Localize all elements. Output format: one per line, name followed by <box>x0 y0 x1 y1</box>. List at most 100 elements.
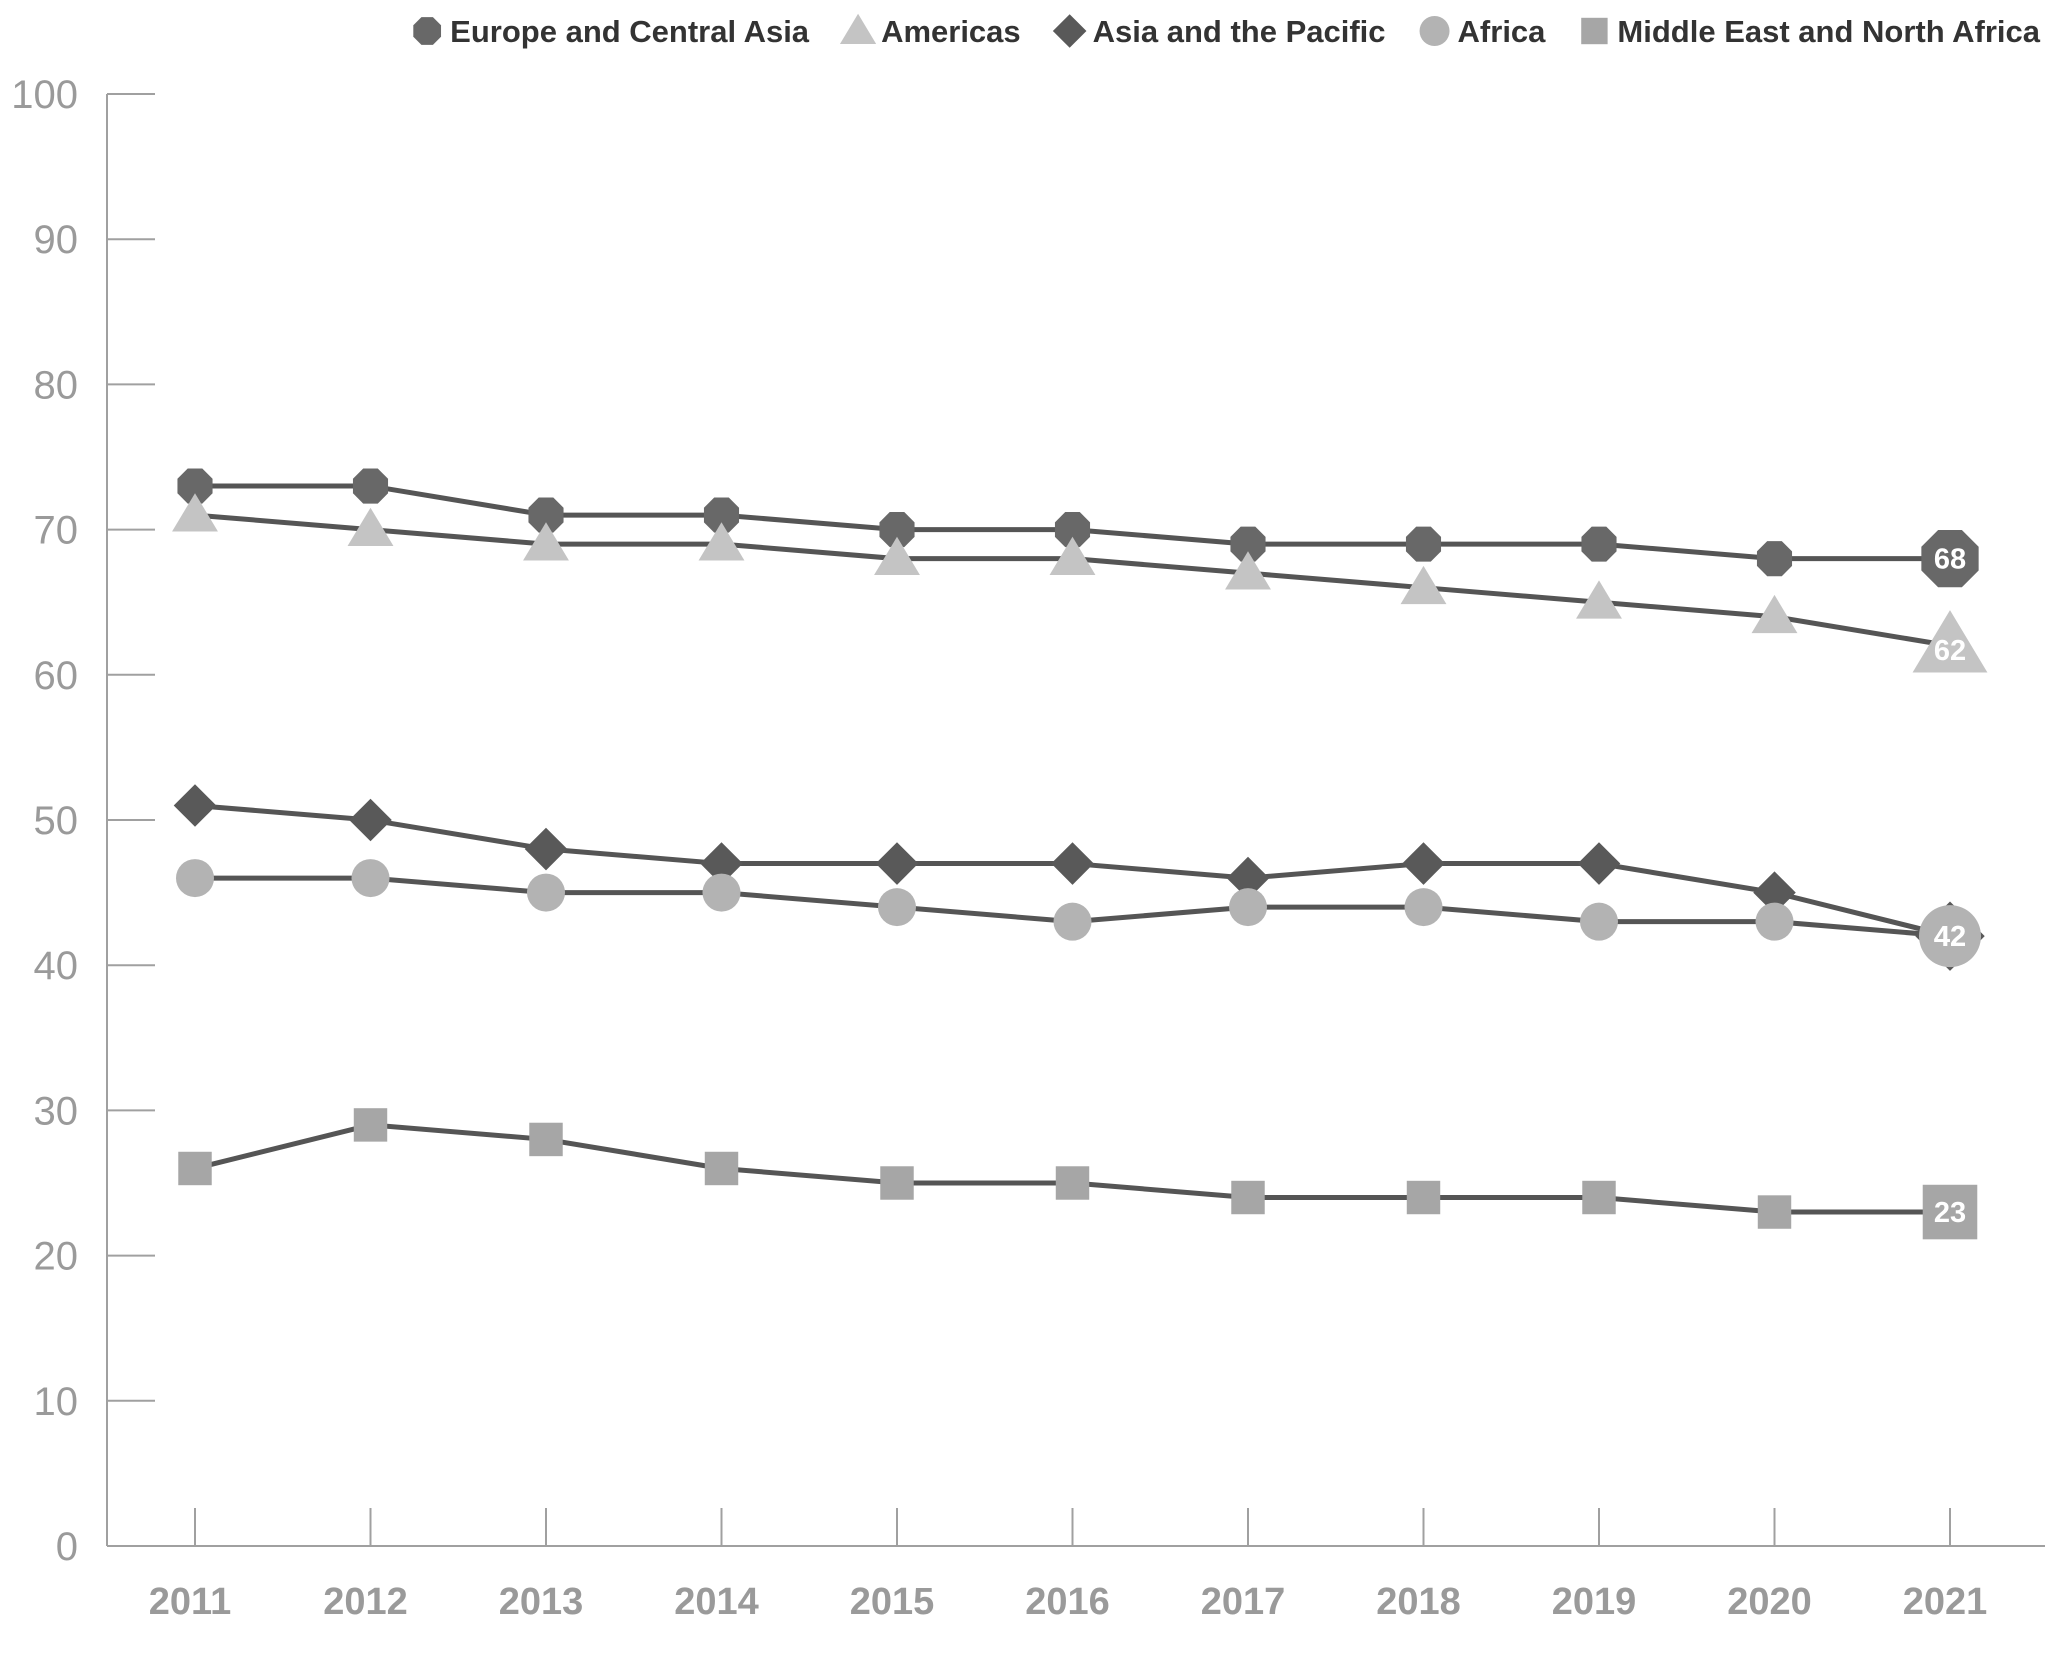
legend-marker-asia-and-the-pacific <box>1052 14 1087 48</box>
y-tick-label: 20 <box>34 1235 79 1279</box>
data-point-europe-and-central-asia <box>1756 541 1793 577</box>
end-marker-americas <box>1912 610 1988 673</box>
data-point-africa <box>1755 902 1794 941</box>
x-tick-label: 2015 <box>850 1581 935 1623</box>
data-point-middle-east-and-north-africa <box>1757 1195 1792 1229</box>
data-point-asia-and-the-pacific <box>173 784 217 827</box>
data-point-africa <box>351 859 390 898</box>
legend-label: Asia and the Pacific <box>1093 14 1386 49</box>
y-tick-label: 80 <box>34 363 79 407</box>
data-point-middle-east-and-north-africa <box>1231 1180 1265 1215</box>
x-tick-label: 2018 <box>1376 1581 1461 1623</box>
data-point-middle-east-and-north-africa <box>353 1108 388 1142</box>
data-point-americas <box>523 522 569 561</box>
data-point-asia-and-the-pacific <box>1051 842 1094 885</box>
data-point-americas <box>1576 580 1622 619</box>
legend-label: Africa <box>1458 14 1547 49</box>
data-point-africa <box>1053 902 1092 941</box>
data-point-africa <box>527 873 565 912</box>
y-tick-label: 30 <box>34 1089 79 1133</box>
end-value-label-africa: 42 <box>1934 921 1966 953</box>
data-point-europe-and-central-asia <box>1405 526 1442 562</box>
data-point-middle-east-and-north-africa <box>178 1151 212 1186</box>
legend-item-asia-and-the-pacific: Asia and the Pacific <box>1052 14 1386 49</box>
y-tick-label: 70 <box>34 509 79 553</box>
x-tick-label: 2017 <box>1201 1581 1286 1623</box>
data-point-middle-east-and-north-africa <box>880 1166 914 1200</box>
legend-item-africa: Africa <box>1419 14 1547 49</box>
end-value-label-middle-east-and-north-africa: 23 <box>1934 1197 1966 1229</box>
data-point-americas <box>1225 551 1271 590</box>
legend-item-europe-and-central-asia: Europe and Central Asia <box>413 14 810 49</box>
data-point-middle-east-and-north-africa <box>1582 1180 1616 1215</box>
y-tick-label: 10 <box>34 1380 79 1424</box>
legend-label: Europe and Central Asia <box>450 14 810 49</box>
y-tick-label: 60 <box>34 654 79 698</box>
y-tick-label: 40 <box>34 944 79 988</box>
series-markers <box>172 468 1988 1240</box>
data-point-europe-and-central-asia <box>1054 512 1091 548</box>
data-point-africa <box>176 859 214 898</box>
end-marker-africa <box>1919 905 1981 968</box>
y-tick-label: 50 <box>34 799 79 843</box>
x-tick-label: 2013 <box>499 1581 584 1623</box>
data-point-africa <box>702 873 741 912</box>
data-point-europe-and-central-asia <box>703 497 740 533</box>
data-point-asia-and-the-pacific <box>1753 871 1796 914</box>
data-point-americas <box>1400 565 1447 605</box>
legend-marker-africa <box>1419 16 1450 46</box>
legend-label: Americas <box>881 14 1021 49</box>
y-tick-label: 0 <box>56 1525 78 1569</box>
data-point-europe-and-central-asia <box>352 468 389 504</box>
y-tick-label: 90 <box>34 218 79 262</box>
y-tick-label: 100 <box>11 73 78 117</box>
data-point-europe-and-central-asia <box>177 468 213 504</box>
data-point-asia-and-the-pacific <box>1577 842 1621 885</box>
x-tick-label: 2019 <box>1552 1581 1637 1623</box>
x-tick-label: 2012 <box>323 1581 408 1623</box>
data-point-africa <box>1404 888 1443 927</box>
legend-marker-americas <box>839 13 877 44</box>
data-point-middle-east-and-north-africa <box>529 1122 563 1157</box>
data-point-asia-and-the-pacific <box>875 842 919 885</box>
data-point-africa <box>878 888 916 927</box>
data-point-americas <box>1049 536 1096 576</box>
data-point-europe-and-central-asia <box>1230 526 1266 562</box>
data-point-americas <box>347 507 394 546</box>
legend-item-middle-east-and-north-africa: Middle East and North Africa <box>1581 14 2041 49</box>
data-point-europe-and-central-asia <box>879 512 915 548</box>
end-marker-middle-east-and-north-africa <box>1922 1184 1978 1240</box>
legend-item-americas: Americas <box>839 13 1021 49</box>
x-tick-label: 2014 <box>674 1581 759 1623</box>
data-point-americas <box>172 493 218 532</box>
x-tick-label: 2016 <box>1025 1581 1110 1623</box>
data-point-middle-east-and-north-africa <box>1406 1180 1441 1215</box>
axes: 0 10 20 30 40 50 60 70 80 90 100 2011 2012 2013 2014 20… <box>11 73 2045 1623</box>
data-point-africa <box>1229 888 1267 927</box>
data-point-americas <box>874 536 920 576</box>
legend-label: Middle East and North Africa <box>1617 14 2040 49</box>
data-point-asia-and-the-pacific <box>524 827 568 871</box>
x-tick-label: 2020 <box>1727 1581 1812 1623</box>
end-value-label-europe-and-central-asia: 68 <box>1934 544 1966 576</box>
data-point-asia-and-the-pacific <box>700 842 743 885</box>
data-point-europe-and-central-asia <box>528 497 564 533</box>
data-point-americas <box>1751 594 1798 634</box>
legend-marker-europe-and-central-asia <box>413 17 442 45</box>
data-point-europe-and-central-asia <box>1581 526 1617 562</box>
data-point-asia-and-the-pacific <box>1226 856 1270 900</box>
x-tick-label: 2021 <box>1903 1581 1988 1623</box>
end-value-label-asia-and-the-pacific: 42 <box>1934 921 1966 953</box>
data-point-asia-and-the-pacific <box>1402 842 1445 885</box>
legend: Europe and Central Asia Americas Asia and … <box>413 13 2041 49</box>
x-tick-label: 2011 <box>149 1581 231 1623</box>
data-point-africa <box>1580 902 1618 941</box>
data-point-americas <box>698 522 745 561</box>
data-point-asia-and-the-pacific <box>349 798 392 842</box>
end-marker-europe-and-central-asia <box>1921 530 1979 588</box>
data-point-middle-east-and-north-africa <box>1055 1166 1090 1200</box>
legend-marker-middle-east-and-north-africa <box>1581 17 1608 45</box>
end-value-label-americas: 62 <box>1934 635 1966 667</box>
